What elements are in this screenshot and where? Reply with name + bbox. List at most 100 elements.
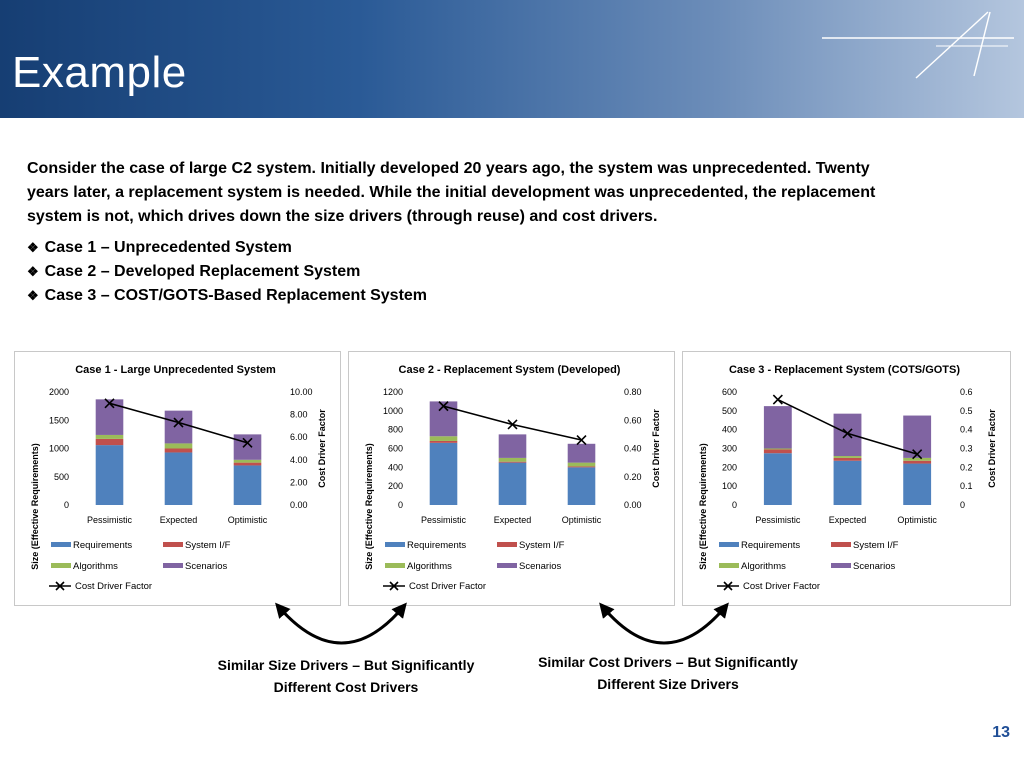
y-tick-label: 500 (54, 472, 69, 482)
bar-segment-scenarios (498, 434, 527, 458)
legend-label: Cost Driver Factor (409, 581, 486, 592)
bar-segment-system-i-f (164, 448, 193, 453)
y2-tick-label: 2.00 (290, 477, 308, 487)
bar-segment-requirements (903, 463, 932, 505)
y-tick-label: 0 (64, 500, 69, 510)
bar-segment-requirements (833, 460, 862, 505)
y2-axis-label: Cost Driver Factor (317, 409, 327, 488)
bar-segment-system-i-f (95, 438, 124, 446)
bar-segment-scenarios (164, 410, 193, 444)
y-tick-label: 400 (722, 425, 737, 435)
case-item: ❖ Case 1 – Unprecedented System (27, 236, 427, 260)
x-tick-label: Expected (160, 515, 198, 525)
cost-driver-marker (104, 398, 115, 409)
cost-driver-marker (242, 437, 253, 448)
bar-segment-algorithms (498, 457, 527, 462)
legend-marker-icon (389, 581, 399, 591)
y2-tick-label: 0.6 (960, 387, 973, 397)
bar-segment-system-i-f (833, 457, 862, 461)
y2-tick-label: 0.00 (624, 500, 642, 510)
bar-segment-scenarios (763, 406, 792, 449)
y2-tick-label: 0.20 (624, 472, 642, 482)
legend-label: Algorithms (741, 561, 786, 572)
y-tick-label: 300 (722, 444, 737, 454)
x-tick-label: Expected (829, 515, 867, 525)
chart-panel-case2: Case 2 - Replacement System (Developed) 0… (348, 351, 675, 606)
diamond-bullet-icon: ❖ (27, 240, 39, 255)
case2-chart: Case 2 - Replacement System (Developed) 0… (364, 364, 661, 592)
bar-segment-scenarios (95, 399, 124, 435)
legend-label: System I/F (185, 540, 231, 551)
y-tick-label: 1500 (49, 415, 69, 425)
bar-segment-algorithms (833, 456, 862, 458)
case3-chart: Case 3 - Replacement System (COTS/GOTS) 0… (698, 364, 997, 592)
case1-chart: Case 1 - Large Unprecedented System 0 500 1… (30, 364, 327, 592)
bar-segment-algorithms (763, 448, 792, 450)
chart-title: Case 2 - Replacement System (Developed) (399, 364, 621, 376)
legend-swatch (51, 563, 71, 568)
y-tick-label: 0 (398, 500, 403, 510)
y-tick-label: 600 (722, 387, 737, 397)
left-comparison-arrow (275, 602, 407, 645)
y2-tick-label: 6.00 (290, 432, 308, 442)
legend-swatch (831, 563, 851, 568)
legend-marker-icon (55, 581, 65, 591)
y-tick-label: 0 (732, 500, 737, 510)
bar-segment-system-i-f (429, 440, 458, 443)
x-tick-label: Expected (494, 515, 532, 525)
chart-panel-case1: Case 1 - Large Unprecedented System 0 500 1… (14, 351, 341, 606)
x-tick-label: Pessimistic (755, 515, 801, 525)
bar-segment-requirements (164, 452, 193, 505)
case-list: ❖ Case 1 – Unprecedented System ❖ Case 2 –… (27, 236, 427, 308)
legend-swatch (163, 542, 183, 547)
y-tick-label: 1000 (383, 406, 403, 416)
title-banner: Example (0, 0, 1024, 118)
y2-tick-label: 10.00 (290, 387, 313, 397)
legend-swatch (497, 563, 517, 568)
y-axis-label: Size (Effective Requirements) (30, 443, 40, 570)
diamond-bullet-icon: ❖ (27, 288, 39, 303)
bar-segment-scenarios (233, 434, 262, 460)
diamond-bullet-icon: ❖ (27, 264, 39, 279)
y-tick-label: 400 (388, 462, 403, 472)
legend-swatch (385, 563, 405, 568)
legend-label: Algorithms (73, 561, 118, 572)
bar-segment-system-i-f (233, 462, 262, 466)
legend-label: Scenarios (853, 561, 895, 572)
bar-segment-system-i-f (903, 460, 932, 464)
y-tick-label: 200 (388, 481, 403, 491)
y2-tick-label: 0.1 (960, 481, 973, 491)
page-number: 13 (992, 724, 1010, 741)
cost-driver-marker (438, 401, 449, 412)
x-tick-label: Pessimistic (87, 515, 133, 525)
y2-tick-label: 4.00 (290, 455, 308, 465)
y-tick-label: 100 (722, 481, 737, 491)
y2-tick-label: 0.00 (290, 500, 308, 510)
bar-segment-requirements (233, 465, 262, 505)
legend-swatch (163, 563, 183, 568)
y-axis-label: Size (Effective Requirements) (364, 443, 374, 570)
y-axis-label: Size (Effective Requirements) (698, 443, 708, 570)
comparison-arrows (275, 602, 729, 645)
bar-segment-algorithms (567, 462, 596, 467)
y2-tick-label: 0.5 (960, 406, 973, 416)
y2-tick-label: 0.40 (624, 444, 642, 454)
bar-segment-system-i-f (498, 461, 527, 463)
y-tick-label: 1200 (383, 387, 403, 397)
bar-segment-system-i-f (567, 466, 596, 468)
case-label: Case 1 – Unprecedented System (44, 239, 292, 256)
y2-tick-label: 8.00 (290, 410, 308, 420)
cost-driver-marker (842, 428, 853, 439)
bar-segment-requirements (95, 445, 124, 505)
y-tick-label: 800 (388, 425, 403, 435)
legend-swatch (831, 542, 851, 547)
case-label: Case 2 – Developed Replacement System (44, 263, 361, 280)
bar-segment-requirements (498, 462, 527, 505)
y-tick-label: 500 (722, 406, 737, 416)
chart-panel-case3: Case 3 - Replacement System (COTS/GOTS) 0… (682, 351, 1011, 606)
legend-label: System I/F (519, 540, 565, 551)
case-item: ❖ Case 3 – COST/GOTS-Based Replacement Sy… (27, 284, 427, 308)
intro-text: Consider the case of large C2 system. In… (27, 160, 876, 225)
cost-driver-marker (507, 419, 518, 430)
legend-label: Cost Driver Factor (75, 581, 152, 592)
